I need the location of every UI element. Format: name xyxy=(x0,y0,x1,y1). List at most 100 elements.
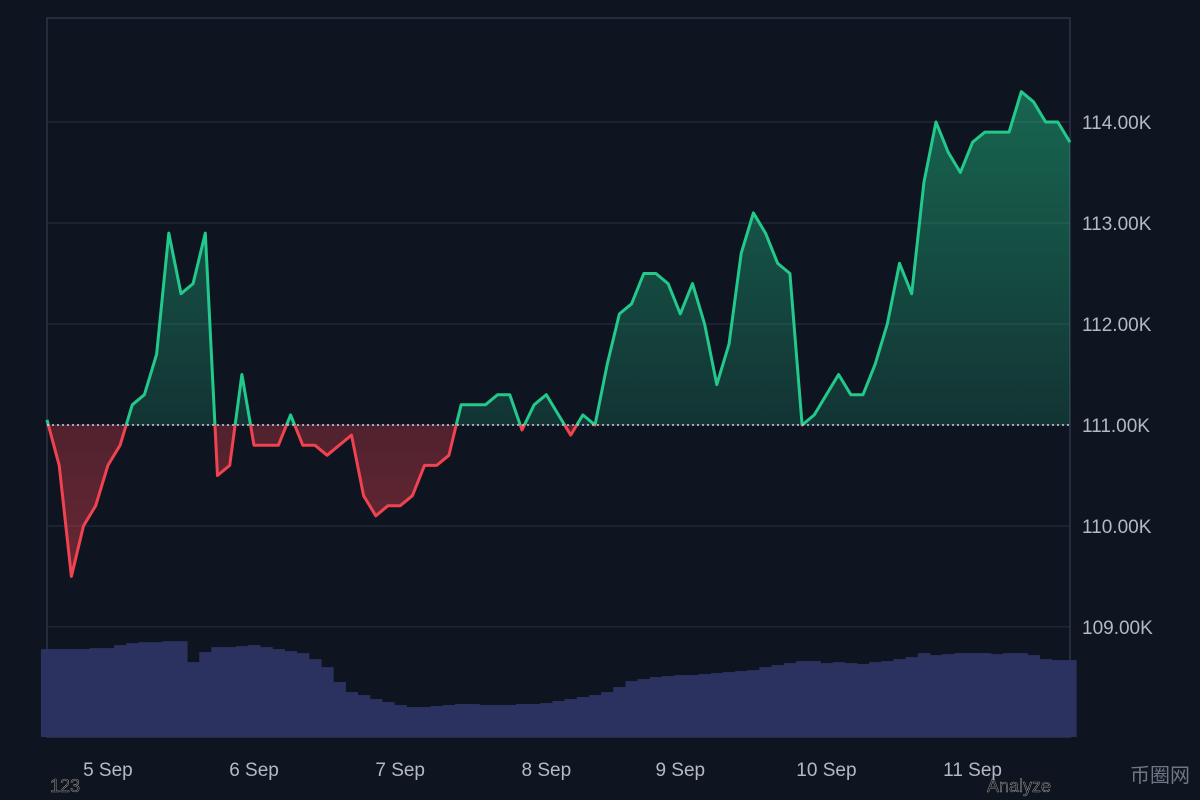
volume-bar xyxy=(1039,659,1053,737)
volume-bar xyxy=(223,647,237,737)
volume-bar xyxy=(65,649,78,737)
x-tick-label: 5 Sep xyxy=(83,760,133,781)
volume-bar xyxy=(576,697,590,737)
volume-bar xyxy=(881,661,894,737)
volume-bar xyxy=(710,673,724,737)
volume-bar xyxy=(40,649,54,737)
volume-bar xyxy=(321,667,334,737)
volume-bar xyxy=(662,676,675,737)
volume-bar xyxy=(479,705,493,737)
x-tick-label: 10 Sep xyxy=(796,760,856,781)
volume-bar xyxy=(528,704,541,737)
volume-bar xyxy=(260,647,273,737)
volume-bar xyxy=(905,657,919,737)
volume-bar xyxy=(759,667,773,737)
watermark: 币圈网 xyxy=(1130,764,1190,787)
volume-bar xyxy=(357,695,371,737)
volume-bar xyxy=(722,672,736,737)
volume-bar xyxy=(1027,655,1041,737)
volume-bar xyxy=(467,704,480,737)
volume-bar xyxy=(284,651,298,737)
volume-bar xyxy=(381,702,395,737)
volume-bar xyxy=(954,653,967,737)
volume-bar xyxy=(369,699,383,737)
y-tick-label: 109.00K xyxy=(1082,618,1153,639)
volume-bar xyxy=(844,663,858,737)
volume-bar xyxy=(674,675,687,737)
volume-bar xyxy=(735,671,748,737)
volume-bar xyxy=(990,654,1004,737)
x-tick-label: 7 Sep xyxy=(375,760,425,781)
x-tick-label: 11 Sep xyxy=(943,760,1002,781)
volume-bar xyxy=(150,642,164,737)
volume-bar xyxy=(686,675,700,737)
volume-bar xyxy=(978,653,992,737)
volume-bar xyxy=(430,706,444,737)
volume-bar xyxy=(162,641,176,737)
volume-bar xyxy=(174,641,188,737)
volume-bar xyxy=(832,662,846,737)
volume-bar xyxy=(503,705,517,737)
volume-bar xyxy=(345,692,359,737)
volume-bar xyxy=(808,661,821,737)
volume-bar xyxy=(893,659,907,737)
y-tick-label: 113.00K xyxy=(1082,214,1152,235)
volume-bar xyxy=(917,653,931,737)
volume-bar xyxy=(1015,653,1028,737)
y-tick-label: 112.00K xyxy=(1082,315,1152,336)
area-up xyxy=(47,91,1070,425)
volume-bar xyxy=(601,692,614,737)
volume-bar xyxy=(1063,660,1077,737)
volume-bar xyxy=(820,663,834,737)
area-down xyxy=(48,424,803,577)
volume-bar xyxy=(211,647,225,737)
volume-bar xyxy=(199,652,212,737)
volume-bar xyxy=(564,699,578,737)
y-tick-label: 114.00K xyxy=(1082,113,1152,134)
volume-bar xyxy=(771,665,785,737)
volume-bar xyxy=(101,648,115,737)
volume-bar xyxy=(406,707,419,737)
volume-bar xyxy=(491,705,505,737)
volume-bar xyxy=(552,701,566,737)
volume-bar xyxy=(869,662,882,737)
volume-bar xyxy=(418,707,432,737)
line-up xyxy=(45,90,1072,425)
y-tick-label: 110.00K xyxy=(1082,517,1152,538)
volume-bar xyxy=(1003,653,1016,737)
volume-bar xyxy=(698,674,712,737)
y-tick-label: 111.00K xyxy=(1082,416,1150,437)
volume-bar xyxy=(138,642,152,737)
volume-bar xyxy=(966,653,980,737)
volume-bar xyxy=(613,687,626,737)
volume-bar xyxy=(235,646,249,737)
volume-bar xyxy=(795,661,809,737)
volume-bar xyxy=(89,648,103,737)
volume-bar xyxy=(783,663,797,737)
volume-bar xyxy=(77,649,91,737)
volume-bar xyxy=(515,704,529,737)
volume-bar xyxy=(296,653,310,737)
volume-bar xyxy=(394,705,407,737)
volume-bar xyxy=(588,695,602,737)
footer-right: Analyze xyxy=(987,776,1051,796)
volume-bar xyxy=(126,643,139,737)
volume-bar xyxy=(442,705,456,737)
footer-left: 123 xyxy=(50,776,80,796)
volume-bar xyxy=(308,659,322,737)
x-tick-label: 6 Sep xyxy=(229,760,279,781)
volume-bar xyxy=(637,679,651,737)
line-down xyxy=(46,424,805,578)
volume-bar xyxy=(53,649,66,737)
volume-bar xyxy=(625,681,639,737)
volume-bar xyxy=(187,662,200,737)
volume-bar xyxy=(540,703,553,737)
volume-bar xyxy=(649,677,663,737)
x-tick-label: 8 Sep xyxy=(521,760,571,781)
volume-bar xyxy=(333,682,346,737)
volume-bar xyxy=(272,649,285,737)
volume-bar xyxy=(856,664,870,737)
volume-bar xyxy=(942,654,955,737)
volume-bar xyxy=(929,655,943,737)
